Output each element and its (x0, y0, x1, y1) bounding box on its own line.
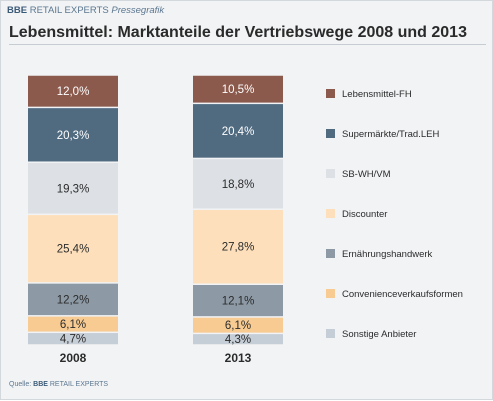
legend-label-sonstige-anbieter: Sonstige Anbieter (342, 329, 416, 340)
bar-segment-discounter-2008 (28, 215, 118, 283)
bar-segment-ernaehrungshandwerk-2008 (28, 283, 118, 316)
category-label-2013: 2013 (225, 351, 252, 365)
brand-bold: BBE (7, 5, 28, 16)
chart-title: Lebensmittel: Marktanteile der Vertriebs… (9, 21, 486, 45)
bar-segment-sonstige-anbieter-2013 (193, 334, 283, 345)
source-note: Quelle: BBE RETAIL EXPERTS (9, 379, 108, 391)
bar-segment-supermaerkte-trad-leh-2013 (193, 104, 283, 158)
bar-segment-sb-wh-vm-2008 (28, 162, 118, 214)
bar-segment-discounter-2013 (193, 209, 283, 284)
legend-swatch-sb-wh-vm (326, 169, 335, 178)
data-label-supermaerkte-trad-leh-2013: 20,4% (222, 126, 255, 138)
source-brand-bold: BBE (33, 381, 48, 388)
brand-name: RETAIL EXPERTS (29, 5, 109, 16)
data-label-discounter-2008: 25,4% (57, 244, 90, 256)
data-label-ernaehrungshandwerk-2008: 12,2% (57, 294, 90, 306)
bar-segment-sonstige-anbieter-2008 (28, 333, 118, 345)
data-label-sb-wh-vm-2008: 19,3% (57, 183, 90, 195)
bar-segment-convenienceverkaufsformen-2008 (28, 316, 118, 332)
source-brand-name: RETAIL EXPERTS (49, 381, 109, 388)
legend-swatch-supermaerkte-trad-leh (326, 129, 335, 138)
bar-segment-sb-wh-vm-2013 (193, 159, 283, 209)
legend-label-lebensmittel-fh: Lebensmittel-FH (342, 89, 412, 100)
data-label-supermaerkte-trad-leh-2008: 20,3% (57, 130, 90, 142)
legend-label-supermaerkte-trad-leh: Supermärkte/Trad.LEH (342, 129, 439, 140)
data-label-discounter-2013: 27,8% (222, 242, 255, 254)
data-label-ernaehrungshandwerk-2013: 12,1% (222, 296, 255, 308)
data-label-sonstige-anbieter-2008: 4,7% (60, 334, 86, 346)
data-label-sonstige-anbieter-2013: 4,3% (225, 334, 251, 346)
legend-swatch-convenienceverkaufsformen (326, 289, 335, 298)
data-label-convenienceverkaufsformen-2008: 6,1% (60, 319, 86, 331)
legend-swatch-discounter (326, 209, 335, 218)
bar-segment-lebensmittel-fh-2013 (193, 75, 283, 103)
category-label-2008: 2008 (60, 351, 87, 365)
data-label-lebensmittel-fh-2013: 10,5% (222, 84, 255, 96)
data-label-convenienceverkaufsformen-2013: 6,1% (225, 320, 251, 332)
legend-swatch-sonstige-anbieter (326, 329, 335, 338)
legend-label-discounter: Discounter (342, 209, 387, 220)
legend-label-convenienceverkaufsformen: Convenienceverkaufsformen (342, 289, 463, 300)
brand-header: BBE RETAIL EXPERTS Pressegrafik (7, 4, 164, 18)
brand-tag: Pressegrafik (111, 5, 165, 16)
legend-swatch-lebensmittel-fh (326, 89, 335, 98)
bar-segment-ernaehrungshandwerk-2013 (193, 285, 283, 317)
data-label-lebensmittel-fh-2008: 12,0% (57, 86, 90, 98)
legend-label-ernaehrungshandwerk: Ernährungshandwerk (342, 249, 433, 260)
bar-segment-convenienceverkaufsformen-2013 (193, 317, 283, 333)
legend-swatch-ernaehrungshandwerk (326, 249, 335, 258)
bar-segment-lebensmittel-fh-2008 (28, 75, 118, 107)
data-label-sb-wh-vm-2013: 18,8% (222, 179, 255, 191)
source-label: Quelle: (9, 381, 32, 388)
legend-label-sb-wh-vm: SB-WH/VM (342, 169, 391, 180)
bar-segment-supermaerkte-trad-leh-2008 (28, 108, 118, 162)
